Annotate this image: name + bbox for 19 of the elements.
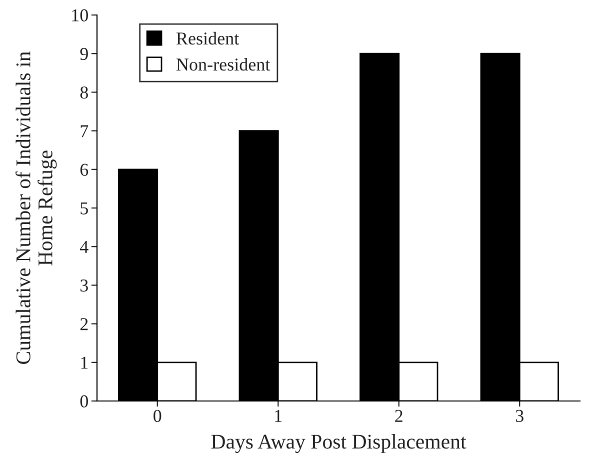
y-tick-label: 7 [80, 125, 88, 138]
y-tick-label: 10 [72, 9, 88, 22]
y-tick-label: 3 [80, 280, 88, 292]
y-tick-label: 2 [80, 318, 88, 330]
x-tick-label: 1 [275, 410, 282, 422]
y-tick-label: 1 [81, 356, 88, 369]
x-tick-label: 0 [154, 410, 162, 422]
y-tick-label: 8 [80, 86, 88, 99]
y-axis-title: Cumulative Number of Individuals in Home Refuge [16, 52, 57, 364]
x-axis-title: Days Away Post Displacement [211, 434, 466, 453]
y-tick-label: 5 [80, 202, 88, 214]
y-tick-label: 9 [80, 48, 88, 60]
y-tick-label: 4 [80, 240, 88, 253]
y-tick-label: 6 [80, 164, 88, 176]
legend-label: Non-resident [176, 58, 270, 71]
y-tick-label: 0 [80, 395, 88, 408]
x-tick-label: 2 [395, 410, 402, 422]
x-tick-label: 3 [516, 410, 524, 422]
legend-label: Resident [176, 32, 240, 45]
